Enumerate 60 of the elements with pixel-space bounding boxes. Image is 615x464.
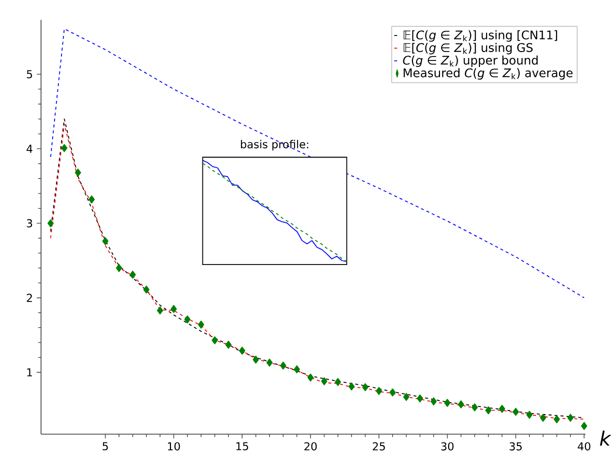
point (376, 386, 382, 395)
point (526, 410, 533, 419)
x-tick-label: 35 (510, 442, 522, 450)
x-tick-label: 10 (168, 442, 180, 450)
point (581, 422, 588, 430)
point (430, 397, 437, 406)
point (444, 398, 450, 407)
point (116, 264, 122, 272)
point (130, 270, 136, 279)
point (416, 394, 424, 402)
point (156, 306, 164, 314)
y-tick-label: 3 (26, 219, 32, 228)
point (266, 358, 273, 367)
point (252, 356, 259, 364)
legend-label: 𝔼[C(g ∈ Z$_{k}$)] using [CN11] (404, 30, 558, 42)
point (540, 414, 546, 422)
point (61, 144, 68, 152)
point (170, 304, 177, 313)
point (239, 346, 246, 355)
x-tick-label: 20 (304, 442, 317, 450)
point (458, 400, 464, 408)
x-tick-label: 40 (578, 442, 590, 450)
x-tick-label: 30 (441, 442, 454, 450)
line-series (50, 28, 585, 298)
point (225, 340, 232, 349)
point (390, 388, 396, 396)
x-tick-label: 5 (102, 442, 108, 450)
point (280, 362, 286, 370)
point (294, 365, 300, 374)
point (567, 414, 574, 422)
point (184, 315, 191, 324)
point (472, 403, 478, 412)
y-tick-label: 2 (26, 294, 32, 302)
point (498, 404, 506, 413)
y-tick-label: 5 (26, 70, 32, 78)
legend-label: 𝔼[C(g ∈ Z$_{k}$)] using GS (404, 42, 533, 54)
point (198, 320, 204, 329)
x-tick-label: 25 (372, 442, 385, 450)
point (403, 392, 410, 401)
point (212, 336, 218, 344)
legend-label: C(g ∈ Z$_{k}$) upper bound (403, 56, 538, 68)
point (362, 383, 368, 392)
x-axis-title: k (600, 430, 612, 446)
point (48, 219, 54, 228)
point (348, 382, 355, 390)
point (512, 408, 519, 416)
legend-label: Measured C(g ∈ Z$_{k}$) average (404, 68, 573, 80)
point (74, 168, 82, 177)
x-tick-label: 15 (236, 442, 248, 450)
point (334, 378, 342, 386)
point (307, 374, 314, 382)
point (485, 406, 492, 414)
point (102, 237, 108, 246)
point (554, 415, 560, 424)
y-tick-label: 1 (27, 368, 32, 376)
chart-title: basis profile: (240, 140, 308, 150)
point (321, 377, 328, 386)
point (88, 195, 95, 204)
point (143, 286, 150, 294)
y-tick-label: 4 (26, 144, 32, 153)
